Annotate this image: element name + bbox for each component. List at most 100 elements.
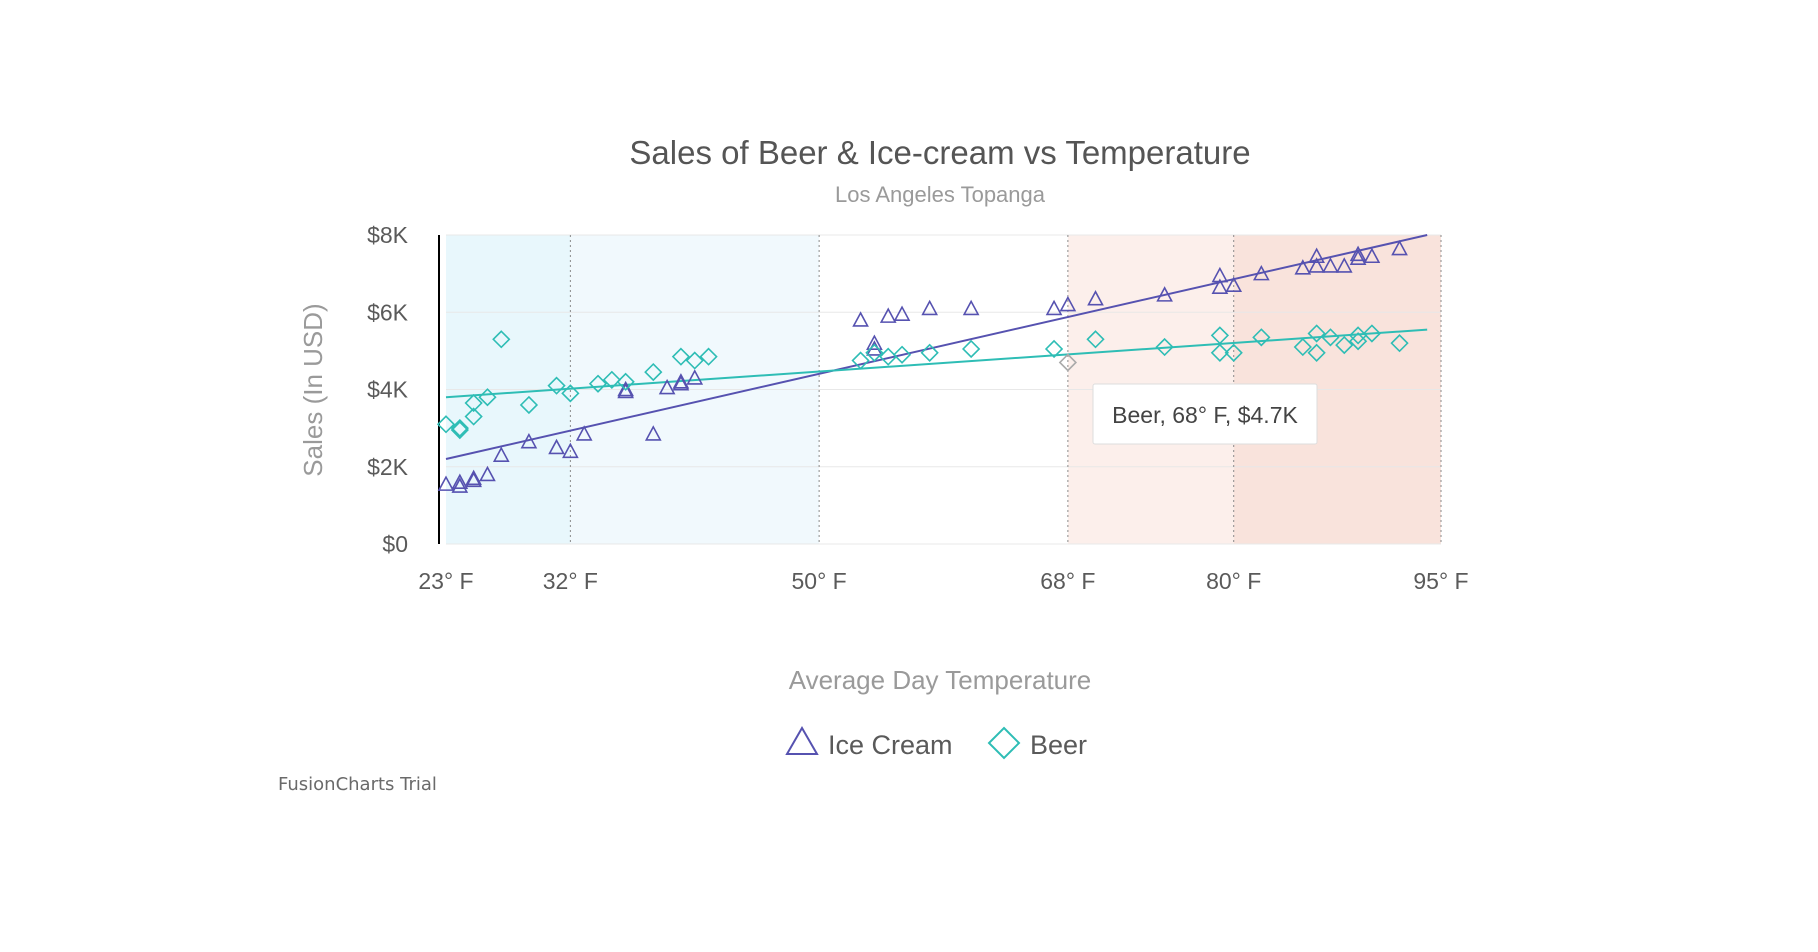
data-point-diamond[interactable]	[1307, 343, 1326, 362]
data-point-triangle[interactable]	[644, 425, 662, 441]
data-point-triangle[interactable]	[1087, 290, 1104, 306]
x-tick-label: 68° F	[1040, 568, 1095, 594]
data-point-triangle[interactable]	[1391, 239, 1408, 256]
data-point-triangle[interactable]	[1349, 245, 1367, 262]
data-point-triangle[interactable]	[1349, 249, 1367, 265]
data-point-diamond[interactable]	[1390, 334, 1409, 353]
data-point-diamond[interactable]	[478, 388, 497, 407]
data-point-triangle[interactable]	[520, 432, 538, 449]
data-point-diamond[interactable]	[1321, 328, 1340, 347]
chart-title: Sales of Beer & Ice-cream vs Temperature	[629, 134, 1250, 171]
x-axis-ticks: 23° F 32° F 50° F 68° F 80° F 95° F	[418, 568, 1468, 594]
data-point-diamond[interactable]	[920, 343, 939, 362]
data-point-diamond[interactable]	[851, 351, 870, 370]
data-point-diamond[interactable]	[561, 384, 580, 403]
data-point-diamond[interactable]	[1307, 324, 1326, 343]
legend-item-ice-cream[interactable]: Ice Cream	[785, 725, 953, 760]
y-tick-label: $4K	[367, 377, 409, 403]
data-point-diamond[interactable]	[547, 376, 566, 395]
data-point-diamond[interactable]	[644, 362, 663, 382]
data-point-triangle[interactable]	[548, 438, 565, 455]
data-point-diamond[interactable]	[1335, 335, 1354, 355]
data-point-triangle[interactable]	[686, 369, 704, 385]
data-point-diamond[interactable]	[1210, 343, 1230, 362]
data-point-diamond[interactable]	[1155, 337, 1174, 357]
data-point-triangle[interactable]	[1156, 286, 1173, 302]
data-point-triangle[interactable]	[1335, 257, 1353, 273]
data-point-triangle[interactable]	[1253, 264, 1270, 281]
y-axis-ticks: $0 $2K $4K $6K $8K	[367, 222, 409, 557]
x-tick-label: 80° F	[1206, 568, 1261, 594]
data-point-triangle[interactable]	[465, 471, 482, 488]
y-tick-label: $6K	[367, 299, 409, 325]
data-point-diamond[interactable]	[464, 407, 483, 426]
legend: Ice Cream Beer	[785, 725, 1087, 760]
data-point-triangle[interactable]	[1363, 247, 1381, 264]
data-point-diamond[interactable]	[1058, 353, 1078, 372]
data-point-triangle[interactable]	[617, 382, 634, 399]
data-point-triangle[interactable]	[479, 465, 496, 482]
data-point-triangle[interactable]	[617, 380, 634, 397]
data-point-diamond[interactable]	[685, 351, 704, 370]
data-point-triangle[interactable]	[1308, 257, 1325, 273]
data-point-triangle[interactable]	[866, 334, 883, 350]
data-point-triangle[interactable]	[658, 378, 676, 395]
data-point-diamond[interactable]	[1210, 326, 1230, 345]
data-point-diamond[interactable]	[436, 415, 456, 434]
data-point-triangle[interactable]	[672, 375, 690, 391]
data-point-diamond[interactable]	[519, 395, 539, 415]
data-point-triangle[interactable]	[451, 473, 469, 490]
data-point-triangle[interactable]	[921, 299, 939, 316]
data-point-diamond[interactable]	[1252, 328, 1271, 347]
data-point-diamond[interactable]	[450, 418, 469, 438]
data-point-triangle[interactable]	[879, 307, 897, 323]
data-point-diamond[interactable]	[879, 347, 898, 366]
legend-label-ice-cream: Ice Cream	[828, 730, 953, 760]
data-point-diamond[interactable]	[1224, 343, 1243, 362]
y-tick-label: $0	[382, 531, 408, 557]
data-point-diamond[interactable]	[602, 370, 621, 389]
data-point-diamond[interactable]	[865, 343, 884, 362]
data-point-triangle[interactable]	[575, 425, 593, 441]
data-point-diamond[interactable]	[671, 347, 691, 366]
data-point-diamond[interactable]	[892, 345, 912, 364]
data-point-diamond[interactable]	[1086, 330, 1105, 349]
data-point-diamond[interactable]	[492, 330, 511, 349]
tooltip: Beer, 68° F, $4.7K	[1092, 383, 1318, 445]
data-point-diamond[interactable]	[699, 347, 718, 366]
data-point-triangle[interactable]	[1045, 299, 1063, 316]
data-point-triangle[interactable]	[1308, 247, 1325, 264]
data-point-diamond[interactable]	[1348, 326, 1368, 345]
data-point-triangle[interactable]	[451, 477, 469, 493]
data-point-triangle[interactable]	[1225, 276, 1243, 293]
data-point-triangle[interactable]	[465, 469, 482, 486]
data-point-diamond[interactable]	[450, 420, 469, 440]
data-point-diamond[interactable]	[962, 339, 981, 359]
data-point-triangle[interactable]	[562, 442, 579, 459]
data-point-diamond[interactable]	[616, 372, 635, 391]
credits-label: FusionCharts Trial	[278, 774, 437, 795]
data-point-diamond[interactable]	[1293, 337, 1312, 357]
data-point-triangle[interactable]	[893, 305, 911, 321]
data-point-triangle[interactable]	[1294, 259, 1312, 275]
y-tick-label: $8K	[367, 222, 409, 248]
chart-subtitle: Los Angeles Topanga	[835, 182, 1046, 207]
data-point-triangle[interactable]	[1059, 295, 1077, 312]
data-point-diamond[interactable]	[588, 374, 608, 393]
data-point-triangle[interactable]	[852, 311, 869, 327]
x-tick-label: 23° F	[418, 568, 473, 594]
data-point-triangle[interactable]	[437, 475, 455, 491]
data-point-triangle[interactable]	[1211, 278, 1229, 294]
y-tick-label: $2K	[367, 454, 409, 480]
data-point-triangle[interactable]	[492, 446, 510, 462]
data-point-diamond[interactable]	[1348, 332, 1368, 351]
data-point-diamond[interactable]	[1362, 324, 1382, 343]
data-point-diamond[interactable]	[1044, 339, 1064, 359]
data-point-triangle[interactable]	[1322, 257, 1339, 273]
legend-item-beer[interactable]: Beer	[987, 726, 1087, 760]
data-point-triangle[interactable]	[962, 299, 980, 316]
data-point-triangle[interactable]	[672, 373, 690, 389]
data-point-diamond[interactable]	[464, 393, 483, 413]
x-tick-label: 32° F	[543, 568, 598, 594]
